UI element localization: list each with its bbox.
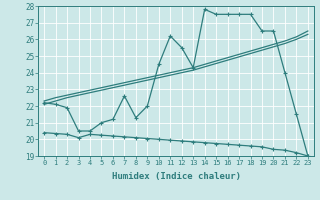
X-axis label: Humidex (Indice chaleur): Humidex (Indice chaleur) bbox=[111, 172, 241, 181]
